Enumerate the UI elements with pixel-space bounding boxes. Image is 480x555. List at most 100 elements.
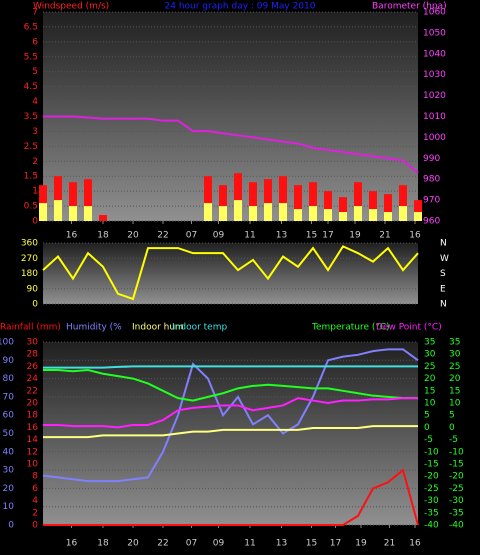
x-tick-label: 20 (127, 231, 139, 241)
y-tick-label: 30 (27, 338, 39, 348)
wind-bar (54, 176, 62, 221)
y-tick-label: 1050 (423, 28, 446, 38)
x-tick-label: 07 (186, 231, 197, 241)
y-tick-label: 1030 (423, 70, 446, 80)
y-tick-label: 0.5 (24, 202, 38, 212)
wind-bar (249, 182, 257, 221)
y-tick-label: 10 (27, 460, 39, 470)
x-tick-label: 07 (186, 539, 197, 549)
wind-bar (294, 185, 302, 221)
wind-bar (219, 206, 227, 221)
y-tick-label: 18 (27, 411, 39, 421)
y-tick-label: 14 (27, 435, 39, 445)
wind-bar (84, 179, 92, 221)
y-tick-label: -15 (449, 460, 464, 470)
wind-bar (294, 209, 302, 221)
y-tick-label: 2 (32, 508, 38, 518)
y-tick-label: 90 (27, 284, 39, 294)
y-tick-label: 360 (21, 239, 38, 249)
y2-axis-title: Barometer (hpa) (372, 2, 447, 12)
y-tick-label: S (440, 269, 446, 279)
x-tick-label: 16 (409, 231, 421, 241)
y-tick-label: 60 (3, 411, 15, 421)
y-tick-label: 35 (449, 338, 460, 348)
y-tick-label: 0 (424, 423, 430, 433)
wind-bar (69, 182, 77, 221)
y-tick-label: 90 (3, 356, 15, 366)
wind-bar (324, 209, 332, 221)
y-tick-label: 1020 (423, 91, 446, 101)
y-tick-label: 26 (27, 362, 39, 372)
y-tick-label: 980 (423, 175, 440, 185)
y-tick-label: 0 (8, 521, 14, 531)
y-tick-label: 1040 (423, 49, 446, 59)
wind-bar (309, 182, 317, 221)
y-tick-label: 2.5 (24, 142, 38, 152)
y-tick-label: 5 (424, 411, 430, 421)
y-tick-label: E (440, 284, 446, 294)
y-tick-label: -40 (424, 521, 439, 531)
series-line (43, 468, 419, 526)
legend-entry: Dew Point (°C) (376, 323, 442, 333)
x-tick-label: 22 (157, 231, 168, 241)
wind-bar (354, 206, 362, 221)
legend-entry: Indoor hum (132, 323, 184, 333)
y-tick-label: 8 (32, 472, 38, 482)
y-tick-label: 20 (3, 484, 15, 494)
y-axis-title: Windspeed (m/s) (33, 2, 109, 12)
y-tick-label: 16 (27, 423, 39, 433)
y-tick-label: 25 (424, 362, 435, 372)
wind-bar (249, 206, 257, 221)
y-tick-label: 1060 (423, 8, 446, 18)
y-tick-label: 1010 (423, 112, 446, 122)
chart-title: 24 hour graph day : 09 May 2010 (165, 2, 316, 12)
x-tick-label: 18 (97, 231, 109, 241)
y-tick-label: 10 (449, 399, 461, 409)
series-line (43, 425, 418, 439)
y-tick-label: 2 (32, 157, 38, 167)
wind-bar (204, 176, 212, 221)
y-tick-label: 24 (27, 374, 39, 384)
y-tick-label: -30 (424, 496, 439, 506)
wind-bar (99, 215, 107, 221)
wind-bar (234, 173, 242, 221)
y-tick-label: 25 (449, 362, 460, 372)
y-tick-label: 5.5 (24, 52, 38, 62)
x-tick-label: 17 (330, 539, 341, 549)
wind-bar (264, 203, 272, 221)
x-tick-label: 15 (306, 539, 317, 549)
y-tick-label: 5 (449, 411, 455, 421)
legend-entry: Humidity (% (66, 323, 122, 333)
legend-entry: Temperature (°C) (311, 323, 390, 333)
wind-bar (54, 200, 62, 221)
y-tick-label: 270 (21, 254, 38, 264)
y-tick-label: 0 (449, 423, 455, 433)
series-line (43, 365, 418, 369)
series-line (43, 115, 419, 174)
wind-bar (39, 203, 47, 221)
x-tick-label: 22 (157, 539, 168, 549)
x-tick-label: 09 (213, 231, 225, 241)
y-tick-label: -40 (449, 521, 464, 531)
x-tick-label: 13 (276, 539, 287, 549)
wind-bar (324, 191, 332, 221)
y-tick-label: -30 (449, 496, 464, 506)
y-tick-label: 3.5 (24, 112, 38, 122)
y-tick-label: 30 (3, 466, 15, 476)
y-tick-label: 10 (3, 502, 15, 512)
x-tick-label: 13 (276, 231, 287, 241)
series-line (43, 369, 418, 402)
y-tick-label: 30 (449, 350, 461, 360)
wind-bar (339, 212, 347, 221)
wind-bar (219, 185, 227, 221)
y-tick-label: -15 (424, 460, 439, 470)
y-tick-label: -25 (424, 484, 439, 494)
y-tick-label: 20 (27, 399, 39, 409)
y-tick-label: 960 (423, 217, 440, 227)
y-tick-label: 0 (32, 217, 38, 227)
x-tick-label: 19 (355, 539, 367, 549)
wind-bar (369, 209, 377, 221)
y-tick-label: 4 (32, 97, 38, 107)
x-tick-label: 11 (244, 231, 255, 241)
